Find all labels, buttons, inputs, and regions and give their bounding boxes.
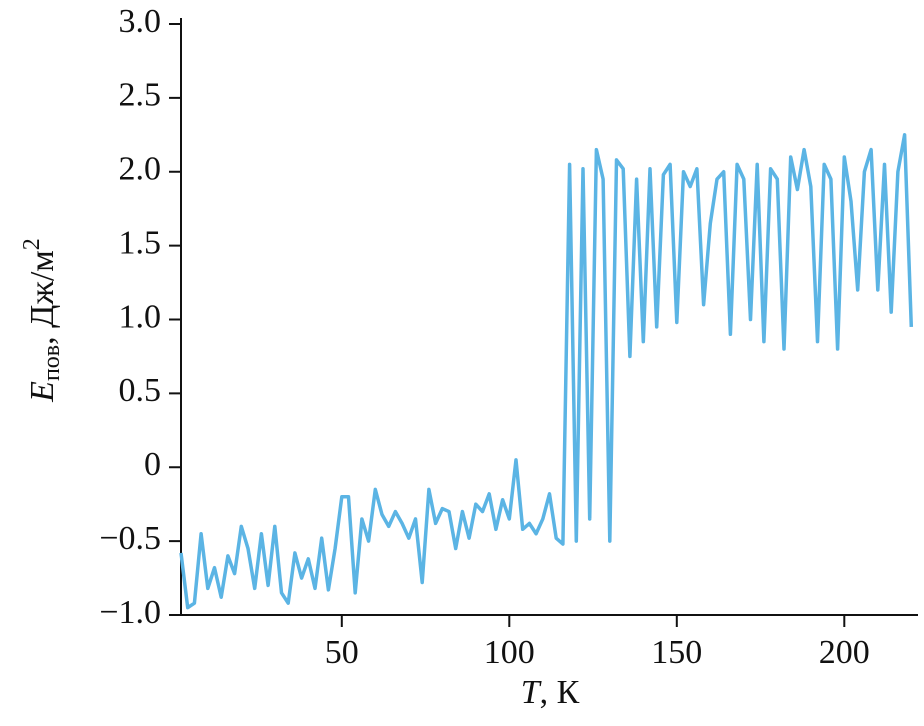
y-tick-label: 3.0	[119, 3, 162, 40]
y-tick-label: 1.0	[119, 298, 162, 335]
data-line	[179, 133, 914, 610]
x-tick-label: 50	[325, 634, 359, 671]
y-label-superscript: 2	[19, 238, 45, 250]
y-axis-label: Eпов, Дж/м2	[19, 238, 65, 403]
x-tick-label: 150	[651, 634, 702, 671]
x-label-unit: , К	[540, 674, 580, 711]
y-label-symbol: E	[24, 381, 61, 403]
y-label-subscript: пов	[39, 345, 65, 381]
y-tick-label: −0.5	[99, 520, 161, 557]
y-tick-label: 0	[144, 446, 161, 483]
x-axis-label: T, К	[521, 674, 580, 711]
x-label-symbol: T	[521, 674, 542, 711]
y-tick-label: 2.0	[119, 151, 162, 188]
x-tick-label: 100	[484, 634, 535, 671]
y-tick-label: 0.5	[119, 372, 162, 409]
y-tick-label: −1.0	[99, 594, 161, 631]
x-tick-label: 200	[819, 634, 870, 671]
y-tick-label: 1.5	[119, 224, 162, 261]
y-label-unit: , Дж/м	[24, 250, 61, 345]
y-tick-label: 2.5	[119, 77, 162, 114]
